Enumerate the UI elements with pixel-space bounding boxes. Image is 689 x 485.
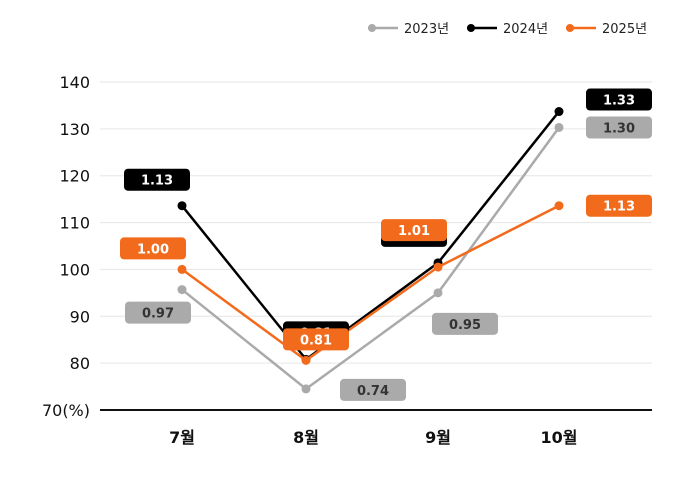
data-label-text: 0.81 bbox=[300, 333, 332, 348]
legend-item: 2024년 bbox=[467, 22, 548, 37]
series-line-2025년 bbox=[181, 204, 560, 362]
data-label: 0.95 bbox=[432, 312, 498, 335]
data-label-badge bbox=[381, 219, 447, 242]
data-label-badge bbox=[125, 301, 191, 324]
data-point bbox=[433, 262, 443, 272]
data-label-badge bbox=[340, 378, 406, 401]
data-point bbox=[177, 264, 187, 274]
y-tick-label: 80 bbox=[70, 354, 90, 373]
y-tick-label: 90 bbox=[70, 307, 90, 326]
data-point bbox=[177, 285, 187, 295]
data-point bbox=[554, 107, 564, 117]
data-label-text: 0.74 bbox=[357, 384, 389, 399]
data-label: 0.81 bbox=[283, 328, 349, 351]
data-label: 0.74 bbox=[340, 378, 406, 401]
data-label-text: 1.13 bbox=[141, 174, 173, 189]
data-label: 0.97 bbox=[125, 301, 191, 324]
data-point bbox=[301, 384, 311, 394]
legend-label: 2025년 bbox=[602, 22, 647, 37]
series-line-2024년 bbox=[181, 110, 560, 361]
data-label-badge bbox=[432, 312, 498, 335]
x-tick-label: 9월 bbox=[425, 428, 451, 447]
legend-item: 2025년 bbox=[566, 22, 647, 37]
legend-swatch-dot bbox=[467, 24, 475, 32]
data-label-text: 1.13 bbox=[603, 200, 635, 215]
data-label: 1.33 bbox=[586, 88, 652, 111]
x-tick-label: 10월 bbox=[541, 428, 578, 447]
data-labels: 0.970.740.951.301.130.811.021.331.000.81… bbox=[120, 88, 652, 401]
data-label-text: 1.00 bbox=[137, 242, 169, 257]
data-label-badge bbox=[586, 88, 652, 111]
data-label-badge bbox=[586, 116, 652, 139]
data-label-text: 1.01 bbox=[398, 224, 430, 239]
series-lines bbox=[177, 107, 564, 394]
data-point bbox=[554, 122, 564, 132]
data-label-text: 0.97 bbox=[142, 307, 174, 322]
data-label-text: 1.30 bbox=[603, 121, 635, 136]
x-tick-label: 7월 bbox=[169, 428, 195, 447]
legend-swatch-dot bbox=[566, 24, 574, 32]
y-tick-label: 70(%) bbox=[42, 401, 90, 420]
y-tick-label: 120 bbox=[59, 167, 90, 186]
data-label-badge bbox=[283, 328, 349, 351]
legend-swatch-dot bbox=[368, 24, 376, 32]
y-tick-label: 100 bbox=[59, 260, 90, 279]
x-tick-label: 8월 bbox=[293, 428, 319, 447]
data-point bbox=[433, 288, 443, 298]
data-point bbox=[554, 201, 564, 211]
y-tick-label: 130 bbox=[59, 120, 90, 139]
series-line-2023년 bbox=[181, 126, 561, 391]
data-label-text: 1.33 bbox=[603, 94, 635, 109]
data-label-badge bbox=[586, 194, 652, 217]
legend-label: 2024년 bbox=[503, 22, 548, 37]
data-label: 1.00 bbox=[120, 237, 186, 260]
y-tick-label: 110 bbox=[59, 214, 90, 233]
data-label-badge bbox=[120, 237, 186, 260]
data-label: 1.01 bbox=[381, 219, 447, 242]
data-point bbox=[301, 355, 311, 365]
data-label: 1.13 bbox=[586, 194, 652, 217]
legend-item: 2023년 bbox=[368, 22, 449, 37]
x-axis: 7월 8월 9월 10월 bbox=[100, 409, 652, 447]
data-label: 1.30 bbox=[586, 116, 652, 139]
data-label: 1.13 bbox=[124, 168, 190, 191]
y-tick-label: 140 bbox=[59, 73, 90, 92]
legend: 2023년 2024년 2025년 bbox=[368, 22, 647, 37]
data-point bbox=[177, 201, 187, 211]
data-label-badge bbox=[124, 168, 190, 191]
data-label-text: 0.95 bbox=[449, 318, 481, 333]
legend-label: 2023년 bbox=[404, 22, 449, 37]
y-axis: 70(%) 80 90 100 110 120 130 140 bbox=[42, 73, 90, 420]
